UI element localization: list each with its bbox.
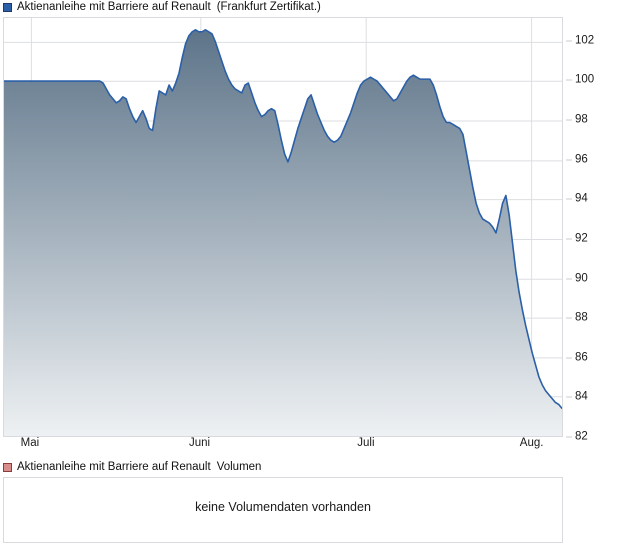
price-legend-venue: (Frankfurt Zertifikat.) bbox=[216, 1, 321, 13]
price-legend-swatch bbox=[3, 3, 12, 13]
volume-legend-swatch bbox=[3, 463, 12, 473]
x-tick-label: Juni bbox=[188, 437, 211, 449]
volume-legend-suffix: Volumen bbox=[216, 461, 262, 473]
x-tick-label: Aug. bbox=[519, 437, 544, 449]
price-plot-area[interactable] bbox=[4, 18, 562, 436]
volume-legend-instrument: Aktienanleihe mit Barriere auf Renault bbox=[17, 461, 211, 473]
y-tick-mark bbox=[566, 396, 572, 398]
y-tick-label: 90 bbox=[575, 271, 588, 284]
x-tick-label: Mai bbox=[20, 437, 40, 449]
price-legend-instrument: Aktienanleihe mit Barriere auf Renault bbox=[17, 1, 211, 13]
price-area-fill bbox=[4, 29, 562, 436]
y-tick-label: 86 bbox=[575, 351, 588, 363]
y-tick-mark bbox=[566, 119, 572, 121]
y-tick-mark bbox=[566, 198, 572, 200]
y-tick-label: 82 bbox=[575, 430, 588, 443]
price-area-svg bbox=[4, 18, 562, 436]
y-tick-mark bbox=[566, 278, 572, 279]
y-tick-label: 92 bbox=[575, 232, 588, 245]
volume-panel: keine Volumendaten vorhanden bbox=[3, 477, 563, 543]
x-tick-label: Juli bbox=[357, 437, 375, 449]
price-legend: Aktienanleihe mit Barriere auf Renault (… bbox=[3, 1, 321, 14]
price-line bbox=[4, 29, 562, 410]
x-axis: Mai Juni Juli Aug. bbox=[3, 437, 563, 454]
y-tick-label: 100 bbox=[575, 73, 595, 86]
y-tick-mark bbox=[566, 40, 572, 42]
volume-legend: Aktienanleihe mit Barriere auf Renault V… bbox=[3, 461, 262, 474]
volume-empty-message: keine Volumendaten vorhanden bbox=[195, 500, 371, 514]
y-tick-mark bbox=[566, 238, 572, 240]
y-tick-mark bbox=[566, 317, 572, 319]
y-tick-mark bbox=[566, 436, 572, 438]
y-tick-label: 88 bbox=[575, 311, 588, 324]
price-chart-panel[interactable]: 26.04.24 - 06.08.24 bbox=[3, 17, 563, 437]
y-tick-mark bbox=[566, 79, 572, 81]
y-tick-label: 84 bbox=[575, 390, 588, 403]
y-tick-mark bbox=[566, 357, 572, 359]
y-tick-label: 94 bbox=[575, 192, 588, 205]
y-tick-label: 96 bbox=[575, 152, 588, 165]
y-axis: 102 100 98 96 94 92 90 88 86 84 82 bbox=[566, 17, 620, 442]
y-tick-label: 98 bbox=[575, 113, 588, 126]
y-tick-label: 102 bbox=[575, 34, 595, 47]
y-tick-mark bbox=[566, 159, 572, 161]
